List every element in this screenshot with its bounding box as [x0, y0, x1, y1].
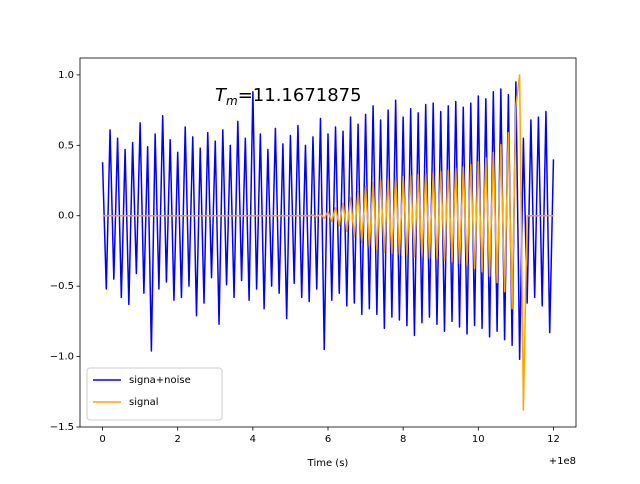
y-tick-label: −1.5	[50, 422, 74, 433]
x-tick-label: 4	[250, 434, 256, 445]
annotation: Tm=11.1671875	[215, 85, 362, 108]
y-tick-label: −0.5	[50, 281, 74, 292]
series-line	[102, 74, 554, 411]
legend-label: signa+noise	[129, 375, 191, 386]
x-offset-label: +1e8	[549, 456, 576, 467]
x-tick-label: 10	[472, 434, 485, 445]
legend-box	[86, 367, 223, 421]
x-tick-label: 2	[175, 434, 181, 445]
y-tick-label: −1.0	[50, 352, 74, 363]
series-line	[101, 81, 555, 361]
y-tick-label: 1.0	[58, 70, 74, 81]
x-tick-label: 6	[325, 434, 331, 445]
x-axis-label: Time (s)	[307, 458, 349, 469]
annotation-part: =11.1671875	[238, 85, 362, 106]
legend-label: signal	[129, 397, 159, 408]
x-tick-label: 8	[400, 434, 406, 445]
y-tick-label: 0.5	[58, 140, 74, 151]
x-tick-label: 12	[547, 434, 560, 445]
x-tick-label: 0	[99, 434, 105, 445]
annotation-part: T	[215, 85, 228, 106]
y-tick-label: 0.0	[58, 211, 74, 222]
annotation-part: m	[226, 94, 238, 108]
